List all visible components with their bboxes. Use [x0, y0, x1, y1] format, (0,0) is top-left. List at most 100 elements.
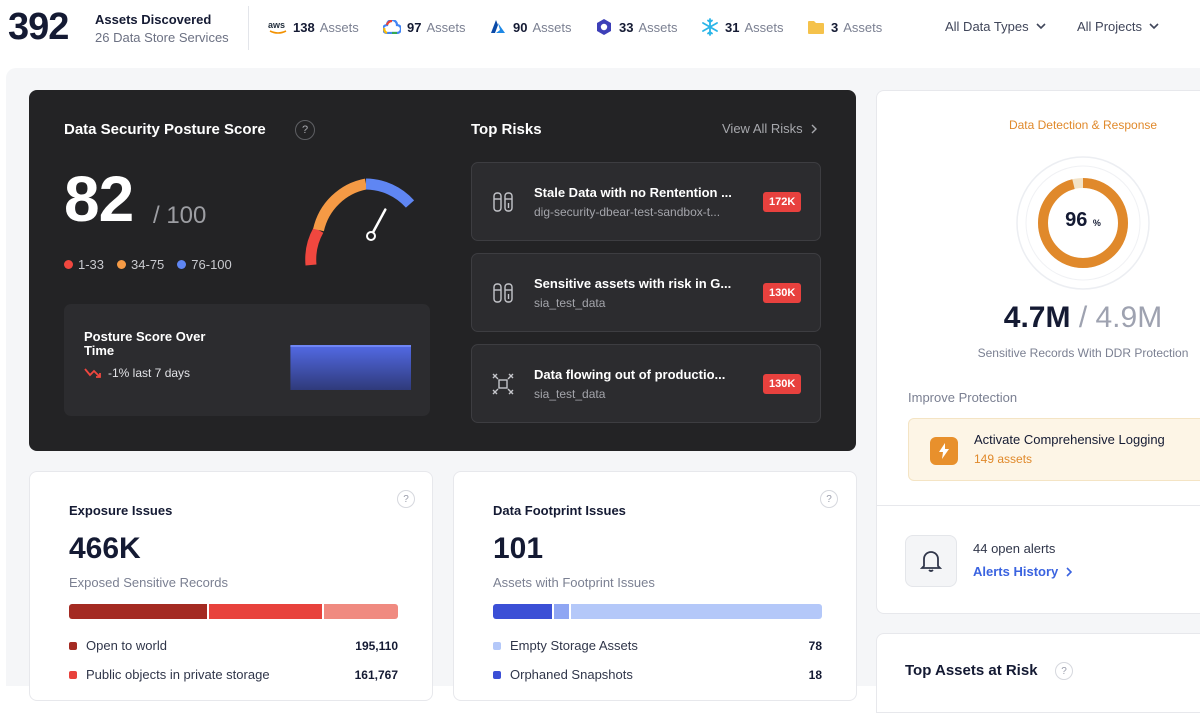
- top-bar: 392 Assets Discovered 26 Data Store Serv…: [0, 0, 1200, 56]
- help-icon[interactable]: ?: [1055, 662, 1073, 680]
- provider-gcp[interactable]: 97 Assets: [382, 18, 465, 36]
- legend-item-mid: 34-75: [117, 257, 164, 272]
- list-item[interactable]: Public objects in private storage 161,76…: [69, 667, 398, 682]
- bell-icon: [905, 535, 957, 587]
- folder-icon: [806, 18, 826, 36]
- trend-area: [290, 346, 411, 390]
- snowflake-icon: [700, 18, 720, 36]
- exposure-subtitle: Exposed Sensitive Records: [69, 575, 228, 590]
- risk-subtitle: dig-security-dbear-test-sandbox-t...: [534, 205, 721, 219]
- footprint-subtitle: Assets with Footprint Issues: [493, 575, 655, 590]
- row-label: Orphaned Snapshots: [510, 667, 633, 682]
- row-value: 195,110: [355, 638, 398, 653]
- risk-subtitle: sia_test_data: [534, 387, 606, 401]
- activate-logging-card[interactable]: Activate Comprehensive Logging 149 asset…: [908, 418, 1200, 481]
- provider-count: 31: [725, 19, 740, 35]
- alerts-history-label: Alerts History: [973, 564, 1059, 579]
- projects-dropdown[interactable]: All Projects: [1077, 19, 1159, 34]
- footprint-issues-card[interactable]: ? Data Footprint Issues 101 Assets with …: [453, 471, 857, 701]
- database-compare-icon: [493, 283, 513, 303]
- footprint-title: Data Footprint Issues: [493, 503, 626, 518]
- legend-swatch: [69, 641, 77, 650]
- posture-trend-text: -1% last 7 days: [108, 366, 191, 380]
- provider-count: 33: [619, 19, 634, 35]
- risk-badge: 130K: [763, 283, 802, 303]
- list-item[interactable]: Open to world 195,110: [69, 638, 398, 653]
- provider-label: Assets: [426, 19, 466, 35]
- data-types-dropdown[interactable]: All Data Types: [945, 19, 1046, 34]
- legend-item-high: 76-100: [177, 257, 232, 272]
- footprint-bar-segment: [552, 604, 569, 619]
- footprint-value: 101: [493, 532, 544, 565]
- row-label: Public objects in private storage: [86, 667, 270, 682]
- assets-discovered-block: Assets Discovered 26 Data Store Services: [95, 12, 229, 45]
- provider-count: 138: [293, 19, 315, 35]
- provider-label: Assets: [319, 19, 359, 35]
- legend-swatch: [493, 641, 501, 650]
- exposure-title: Exposure Issues: [69, 503, 173, 518]
- help-icon[interactable]: ?: [397, 490, 415, 508]
- risk-item[interactable]: Stale Data with no Rentention ... dig-se…: [471, 162, 821, 241]
- score-legend: 1-33 34-75 76-100: [64, 257, 245, 272]
- aws-icon: aws: [268, 18, 288, 36]
- risk-title: Sensitive assets with risk in G...: [534, 276, 732, 291]
- help-icon[interactable]: ?: [295, 120, 315, 140]
- posture-trend: -1% last 7 days: [84, 366, 190, 380]
- logging-assets: 149 assets: [974, 452, 1033, 466]
- risk-item[interactable]: Sensitive assets with risk in G... sia_t…: [471, 253, 821, 332]
- chevron-right-icon: [811, 124, 817, 133]
- legend-dot: [117, 260, 127, 269]
- exposure-issues-card[interactable]: ? Exposure Issues 466K Exposed Sensitive…: [29, 471, 433, 701]
- ddr-title: Data Detection & Response: [1008, 118, 1158, 132]
- open-alerts-count: 44 open alerts: [973, 541, 1056, 556]
- provider-label: Assets: [638, 19, 678, 35]
- exposure-bar-segment: [322, 604, 398, 619]
- provider-aws[interactable]: aws 138 Assets: [268, 18, 359, 36]
- legend-swatch: [493, 670, 501, 679]
- data-store-services: 26 Data Store Services: [95, 30, 229, 45]
- help-icon[interactable]: ?: [820, 490, 838, 508]
- provider-folder[interactable]: 3 Assets: [806, 18, 882, 36]
- azure-icon: [488, 18, 508, 36]
- list-item[interactable]: Orphaned Snapshots 18: [493, 667, 822, 682]
- assets-discovered-label: Assets Discovered: [95, 12, 212, 27]
- provider-hexagon[interactable]: 33 Assets: [594, 18, 677, 36]
- logging-title: Activate Comprehensive Logging: [974, 432, 1165, 447]
- top-assets-title: Top Assets at Risk: [905, 662, 1038, 679]
- chevron-right-icon: [1066, 566, 1073, 577]
- alerts-section: 44 open alerts Alerts History: [877, 505, 1200, 613]
- risk-subtitle: sia_test_data: [534, 296, 606, 310]
- ddr-progress-arc: [1038, 178, 1128, 268]
- ddr-progress-ring: [1016, 156, 1150, 290]
- posture-title: Data Security Posture Score: [64, 121, 266, 138]
- ddr-panel: Data Detection & Response 96 % 4.7M / 4.…: [876, 90, 1200, 614]
- trend-down-icon: [84, 368, 101, 378]
- provider-snowflake[interactable]: 31 Assets: [700, 18, 783, 36]
- gauge-segment-mid: [313, 178, 368, 232]
- ddr-subtitle: Sensitive Records With DDR Protection: [977, 346, 1189, 360]
- risk-title: Stale Data with no Rentention ...: [534, 185, 732, 200]
- posture-over-time-title: Posture Score Over Time: [84, 329, 206, 358]
- exposure-value: 466K: [69, 532, 141, 565]
- ddr-percent: 96 %: [1065, 209, 1101, 231]
- exposure-stacked-bar: [69, 604, 398, 619]
- risk-item[interactable]: Data flowing out of productio... sia_tes…: [471, 344, 821, 423]
- provider-azure[interactable]: 90 Assets: [488, 18, 571, 36]
- provider-count: 97: [407, 19, 422, 35]
- chevron-down-icon: [1149, 23, 1159, 30]
- alerts-history-link[interactable]: Alerts History: [973, 564, 1073, 579]
- ddr-section: Data Detection & Response 96 % 4.7M / 4.…: [877, 91, 1200, 505]
- svg-text:aws: aws: [268, 20, 285, 30]
- exposure-bar-segment: [207, 604, 323, 619]
- view-all-risks-link[interactable]: View All Risks: [722, 121, 817, 136]
- row-label: Empty Storage Assets: [510, 638, 638, 653]
- list-item[interactable]: Empty Storage Assets 78: [493, 638, 822, 653]
- footprint-stacked-bar: [493, 604, 822, 619]
- posture-score: 82: [64, 163, 134, 235]
- top-assets-card[interactable]: Top Assets at Risk ?: [876, 633, 1200, 713]
- row-value: 161,767: [354, 667, 398, 682]
- top-risks-title: Top Risks: [471, 121, 542, 138]
- gauge-segment-low: [305, 227, 324, 266]
- legend-swatch: [69, 670, 77, 679]
- posture-over-time-card[interactable]: Posture Score Over Time -1% last 7 days …: [64, 304, 430, 416]
